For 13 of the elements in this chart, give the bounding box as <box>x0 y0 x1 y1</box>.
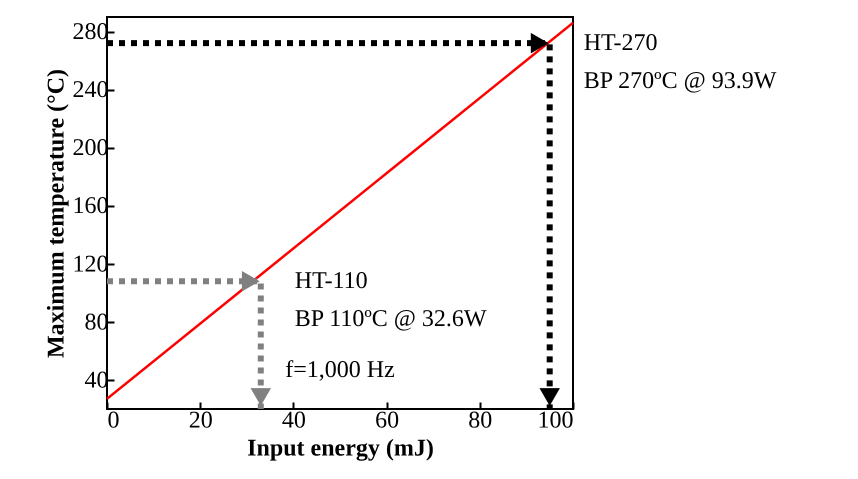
text: HT-270 <box>584 30 658 56</box>
annotation: HT-110 <box>294 268 368 294</box>
annotation: BP 110ºC @ 32.6W <box>294 306 487 332</box>
x-tick-label: 100 <box>538 408 574 434</box>
annotation: f=1,000 Hz <box>285 356 395 383</box>
x-tick-label: 60 <box>375 408 400 434</box>
x-tick-label: 0 <box>108 408 120 434</box>
x-tick-label: 20 <box>188 408 213 434</box>
text: BP 270ºC @ 93.9W <box>584 68 777 94</box>
x-tick-label: 80 <box>468 408 492 434</box>
y-axis-title: Maximum temperature (°C) <box>44 68 70 358</box>
x-tick-label: 40 <box>282 408 306 434</box>
x-axis-title: Input energy (mJ) <box>247 436 434 462</box>
